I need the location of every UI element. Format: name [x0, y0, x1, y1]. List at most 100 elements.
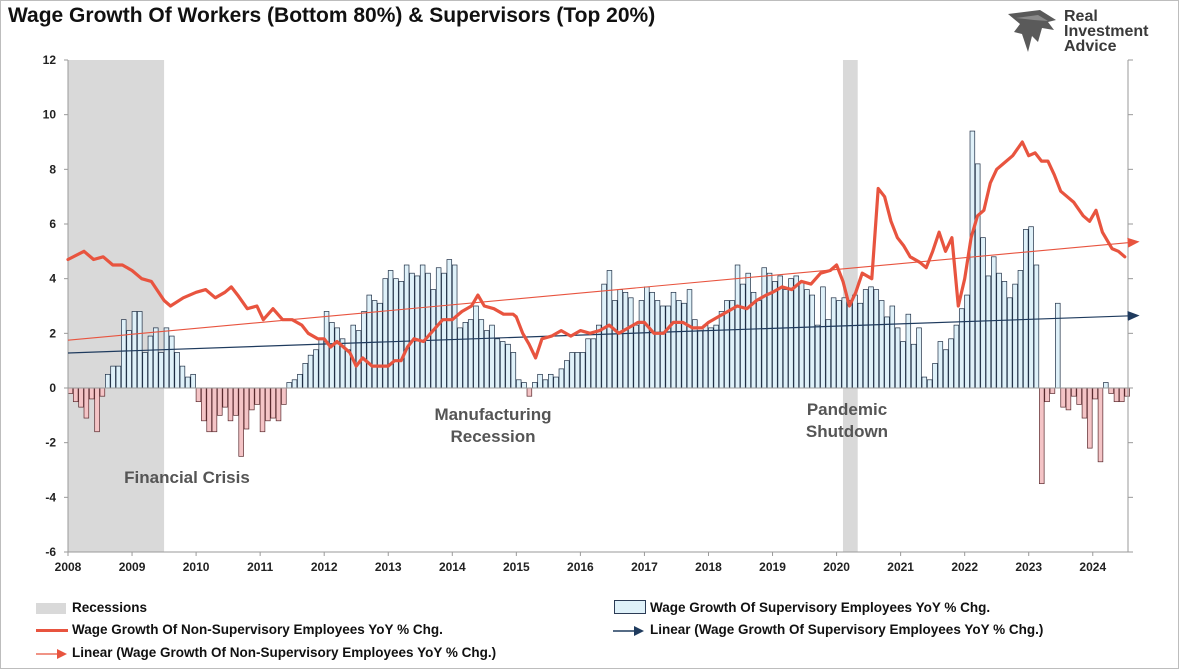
bar [1108, 387, 1114, 394]
bar [361, 311, 367, 389]
bar [692, 319, 698, 389]
bar [521, 382, 527, 389]
bar [676, 300, 682, 389]
x-tick-label: 2024 [1079, 560, 1106, 574]
bar [884, 316, 890, 389]
bar [729, 300, 735, 389]
bar [462, 322, 469, 389]
logo-text: Real Investment Advice [1064, 9, 1149, 55]
annotation: Pandemic Shutdown [806, 400, 888, 441]
bar [793, 275, 799, 389]
bar [825, 319, 831, 389]
bar [254, 387, 260, 405]
bar [542, 379, 549, 389]
bar [975, 163, 981, 389]
bar [734, 264, 741, 389]
bar [1097, 387, 1104, 463]
bar [910, 343, 917, 389]
bar [323, 311, 330, 389]
recession-band [68, 60, 165, 552]
bar [804, 289, 810, 389]
bar [158, 352, 164, 389]
bar [409, 272, 415, 389]
bar [644, 286, 650, 389]
bar [900, 341, 906, 389]
bar [483, 330, 490, 389]
bar [1017, 270, 1024, 389]
x-tick-label: 2017 [631, 560, 658, 574]
legend-nonsupervisory-swatch [36, 629, 68, 632]
bar [1092, 387, 1098, 400]
bar [121, 319, 127, 389]
bar [564, 360, 570, 389]
bar [1039, 387, 1045, 485]
bar [798, 281, 805, 389]
bar [894, 327, 901, 389]
bar [286, 382, 292, 389]
bar [163, 327, 170, 389]
bar [222, 387, 228, 408]
bar [809, 294, 815, 389]
bar [948, 338, 954, 389]
logo-line-investment: Investment [1064, 23, 1149, 40]
bar [387, 270, 394, 389]
bar [249, 387, 255, 411]
bar [830, 297, 837, 389]
bar [916, 327, 922, 389]
bar [67, 387, 74, 394]
bar [275, 387, 282, 422]
bar [585, 338, 591, 389]
bar [905, 313, 912, 389]
bar [451, 264, 458, 389]
bar [201, 387, 207, 422]
bar [499, 341, 506, 389]
bar [393, 278, 399, 389]
bar [1081, 387, 1088, 419]
legend-nonsupervisory: Wage Growth Of Non-Supervisory Employees… [72, 622, 443, 637]
bar [441, 272, 447, 389]
bar [94, 387, 100, 433]
bar [211, 387, 218, 433]
y-tick-label: 12 [43, 53, 57, 67]
bar [601, 283, 607, 389]
legend-linear-supervisory: Linear (Wage Growth Of Supervisory Emplo… [650, 622, 1044, 637]
bar [612, 300, 618, 389]
bar [270, 387, 276, 419]
bar [756, 300, 762, 389]
bar [766, 272, 773, 389]
bar [713, 324, 719, 389]
bar [964, 294, 970, 389]
bar [852, 294, 858, 389]
bar [862, 289, 869, 389]
bar [553, 376, 559, 389]
bar [980, 237, 986, 389]
legend-recessions: Recessions [72, 600, 148, 615]
bar [878, 300, 885, 389]
bar [1012, 283, 1018, 389]
bar [681, 302, 687, 389]
bar [820, 286, 826, 389]
bar [622, 291, 629, 389]
bar [740, 283, 746, 389]
x-tick-label: 2014 [439, 560, 466, 574]
bar [505, 343, 511, 389]
bar [590, 338, 597, 389]
bar [227, 387, 234, 422]
bar [1103, 382, 1109, 389]
trend-line-nonsupervisory [67, 237, 1140, 341]
bar [307, 354, 314, 389]
bar [708, 327, 714, 389]
x-tick-label: 2022 [951, 560, 978, 574]
bar [259, 387, 266, 433]
bar [147, 335, 154, 389]
y-tick-label: -4 [45, 490, 56, 504]
bar [1049, 387, 1056, 394]
y-tick-label: 6 [49, 217, 56, 231]
y-tick-label: 10 [43, 108, 57, 122]
legend-supervisory-swatch [614, 600, 646, 614]
bar [334, 327, 340, 389]
bar [153, 327, 159, 389]
bar [473, 305, 479, 389]
x-tick-label: 2015 [503, 560, 530, 574]
bar [617, 289, 623, 389]
